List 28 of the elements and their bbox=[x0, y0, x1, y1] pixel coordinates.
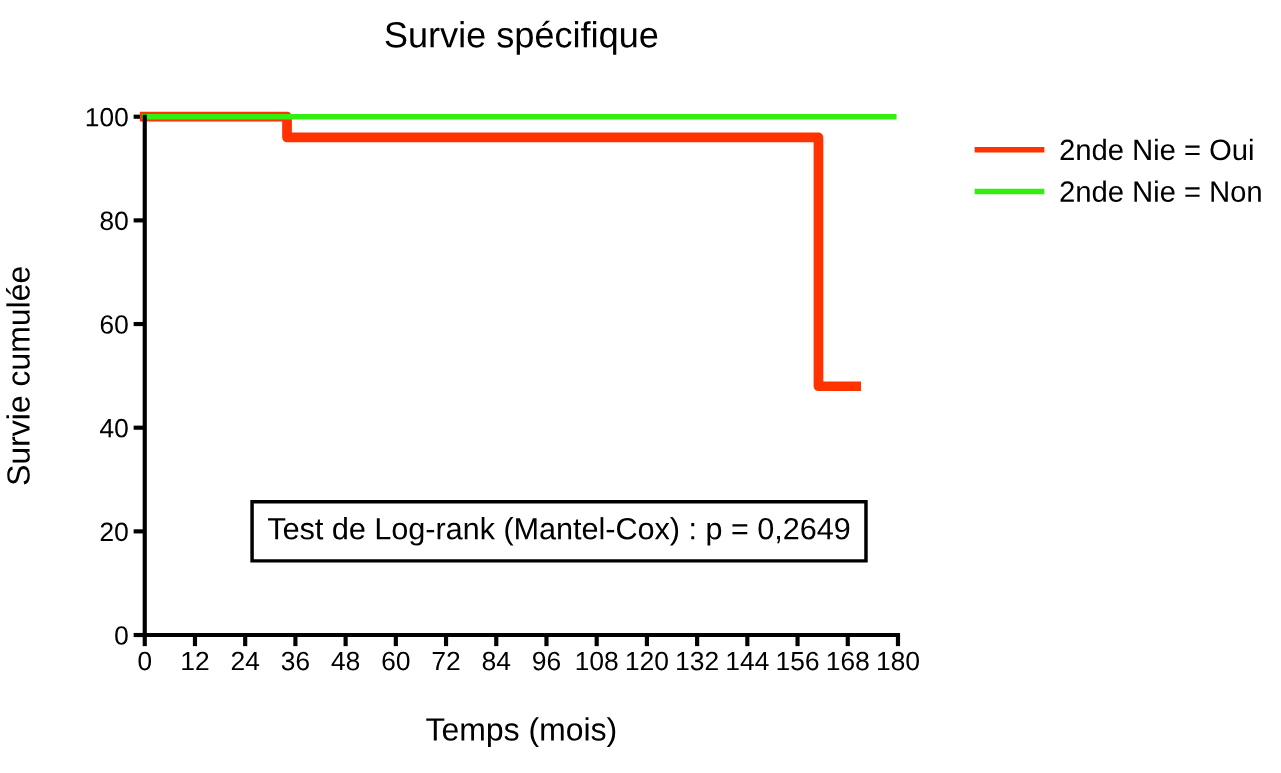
x-tick-label: 72 bbox=[432, 651, 460, 671]
x-tick-label: 96 bbox=[533, 651, 560, 671]
legend-label: 2nde Nie = Oui bbox=[1060, 138, 1253, 161]
x-tick-label: 60 bbox=[382, 651, 410, 671]
x-tick-label: 132 bbox=[677, 651, 718, 671]
y-tick-label: 80 bbox=[100, 211, 128, 231]
y-tick-label: 0 bbox=[115, 626, 128, 645]
x-tick-label: 48 bbox=[331, 651, 360, 671]
x-tick-label: 108 bbox=[576, 651, 618, 671]
y-tick-label: 100 bbox=[86, 107, 128, 127]
x-tick-label: 12 bbox=[182, 651, 209, 671]
x-tick-label: 168 bbox=[827, 651, 869, 671]
x-tick-label: 36 bbox=[281, 651, 309, 671]
y-tick-label: 40 bbox=[100, 418, 128, 438]
x-tick-label: 24 bbox=[231, 651, 260, 671]
annotation: Test de Log-rank (Mantel-Cox) : p = 0,2649 bbox=[268, 517, 850, 546]
y-tick-label: 60 bbox=[100, 315, 128, 334]
legend-label: 2nde Nie = Non bbox=[1060, 180, 1261, 202]
x-tick-label: 180 bbox=[877, 651, 919, 671]
x-tick-label: 144 bbox=[727, 651, 769, 671]
y-axis-title: Survie cumulée bbox=[5, 267, 30, 485]
y-tick-label: 20 bbox=[100, 522, 128, 542]
chart-title: Survie spécifique bbox=[385, 20, 658, 55]
x-tick-label: 156 bbox=[777, 651, 819, 671]
x-tick-label: 120 bbox=[626, 651, 668, 671]
x-tick-label: 84 bbox=[482, 651, 511, 671]
x-tick-label: 0 bbox=[138, 651, 152, 671]
x-axis-title: Temps (mois) bbox=[426, 717, 616, 748]
